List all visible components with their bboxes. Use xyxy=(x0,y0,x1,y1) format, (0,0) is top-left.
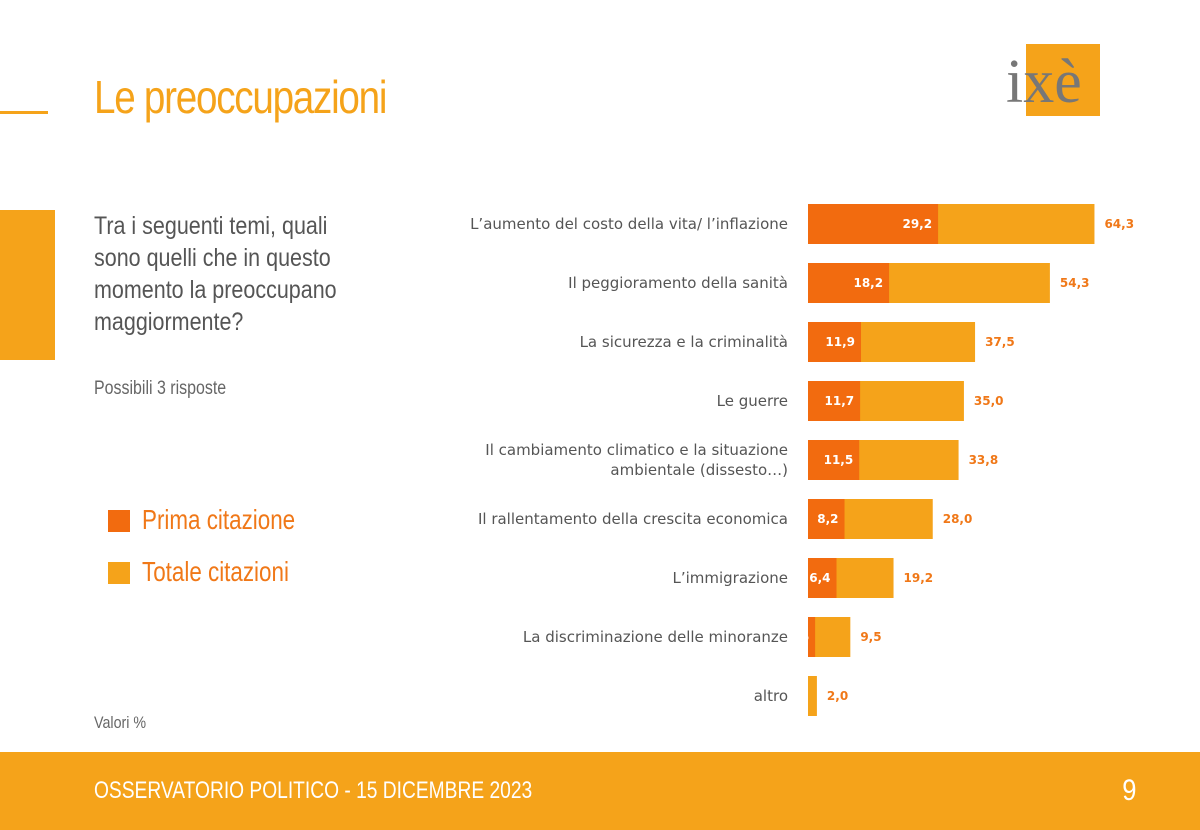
legend-swatch-prima xyxy=(108,510,130,532)
category-label: L’aumento del costo della vita/ l’inflaz… xyxy=(470,215,788,233)
bar-chart: 29,2 64,3 L’aumento del costo della vita/ … xyxy=(470,204,1134,716)
legend-label-totale: Totale citazioni xyxy=(142,556,289,587)
question-note: Possibili 3 risposte xyxy=(94,378,227,399)
data-label-totale: 28,0 xyxy=(943,512,973,526)
logo-text: ixè xyxy=(1006,48,1082,116)
legend-swatch-totale xyxy=(108,562,130,584)
category-label: Le guerre xyxy=(717,392,788,410)
page-title: Le preoccupazioni xyxy=(94,71,387,123)
bar-totale-citazioni xyxy=(808,676,817,716)
data-label-prima: 1,6 xyxy=(788,630,809,644)
footer-text: OSSERVATORIO POLITICO - 15 DICEMBRE 2023 xyxy=(94,777,533,804)
category-label: Il peggioramento della sanità xyxy=(568,274,788,292)
bar-prima-citazione xyxy=(808,558,837,598)
data-label-prima: 18,2 xyxy=(853,276,883,290)
data-label-prima: 11,5 xyxy=(824,453,854,467)
values-note: Valori % xyxy=(94,713,147,732)
category-label: ambientale (dissesto…) xyxy=(610,461,788,479)
data-label-prima: 8,2 xyxy=(817,512,838,526)
data-label-totale: 9,5 xyxy=(860,630,881,644)
category-label: altro xyxy=(754,687,788,705)
data-label-totale: 35,0 xyxy=(974,394,1004,408)
category-label: La sicurezza e la criminalità xyxy=(580,333,788,351)
category-label: La discriminazione delle minoranze xyxy=(523,628,788,646)
side-accent-bar xyxy=(0,210,55,360)
bar-prima-citazione xyxy=(808,381,861,421)
data-label-prima: 11,7 xyxy=(825,394,855,408)
data-label-prima: 11,9 xyxy=(825,335,855,349)
data-label-prima: 6,4 xyxy=(809,571,830,585)
title-rule xyxy=(0,111,48,114)
bar-prima-citazione xyxy=(808,263,890,303)
footer: OSSERVATORIO POLITICO - 15 DICEMBRE 2023… xyxy=(0,752,1200,830)
category-label: Il rallentamento della crescita economic… xyxy=(478,510,788,528)
data-label-totale: 54,3 xyxy=(1060,276,1090,290)
bar-prima-citazione xyxy=(808,617,816,657)
data-label-totale: 2,0 xyxy=(827,689,848,703)
bar-prima-citazione xyxy=(808,322,862,362)
category-label: L’immigrazione xyxy=(672,569,788,587)
data-label-totale: 33,8 xyxy=(969,453,999,467)
page-number: 9 xyxy=(1122,774,1137,807)
data-label-totale: 19,2 xyxy=(904,571,934,585)
logo-square xyxy=(1026,44,1100,116)
question-text: Tra i seguenti temi, quali sono quelli c… xyxy=(94,212,337,336)
ixe-logo: ixè xyxy=(1006,44,1100,116)
category-label: Il cambiamento climatico e la situazione xyxy=(485,441,788,459)
data-label-totale: 64,3 xyxy=(1104,217,1134,231)
legend-label-prima: Prima citazione xyxy=(142,504,296,535)
data-label-totale: 37,5 xyxy=(985,335,1015,349)
bar-prima-citazione xyxy=(808,440,860,480)
data-label-prima: 29,2 xyxy=(902,217,932,231)
bar-prima-citazione xyxy=(808,499,845,539)
bar-prima-citazione xyxy=(808,204,939,244)
